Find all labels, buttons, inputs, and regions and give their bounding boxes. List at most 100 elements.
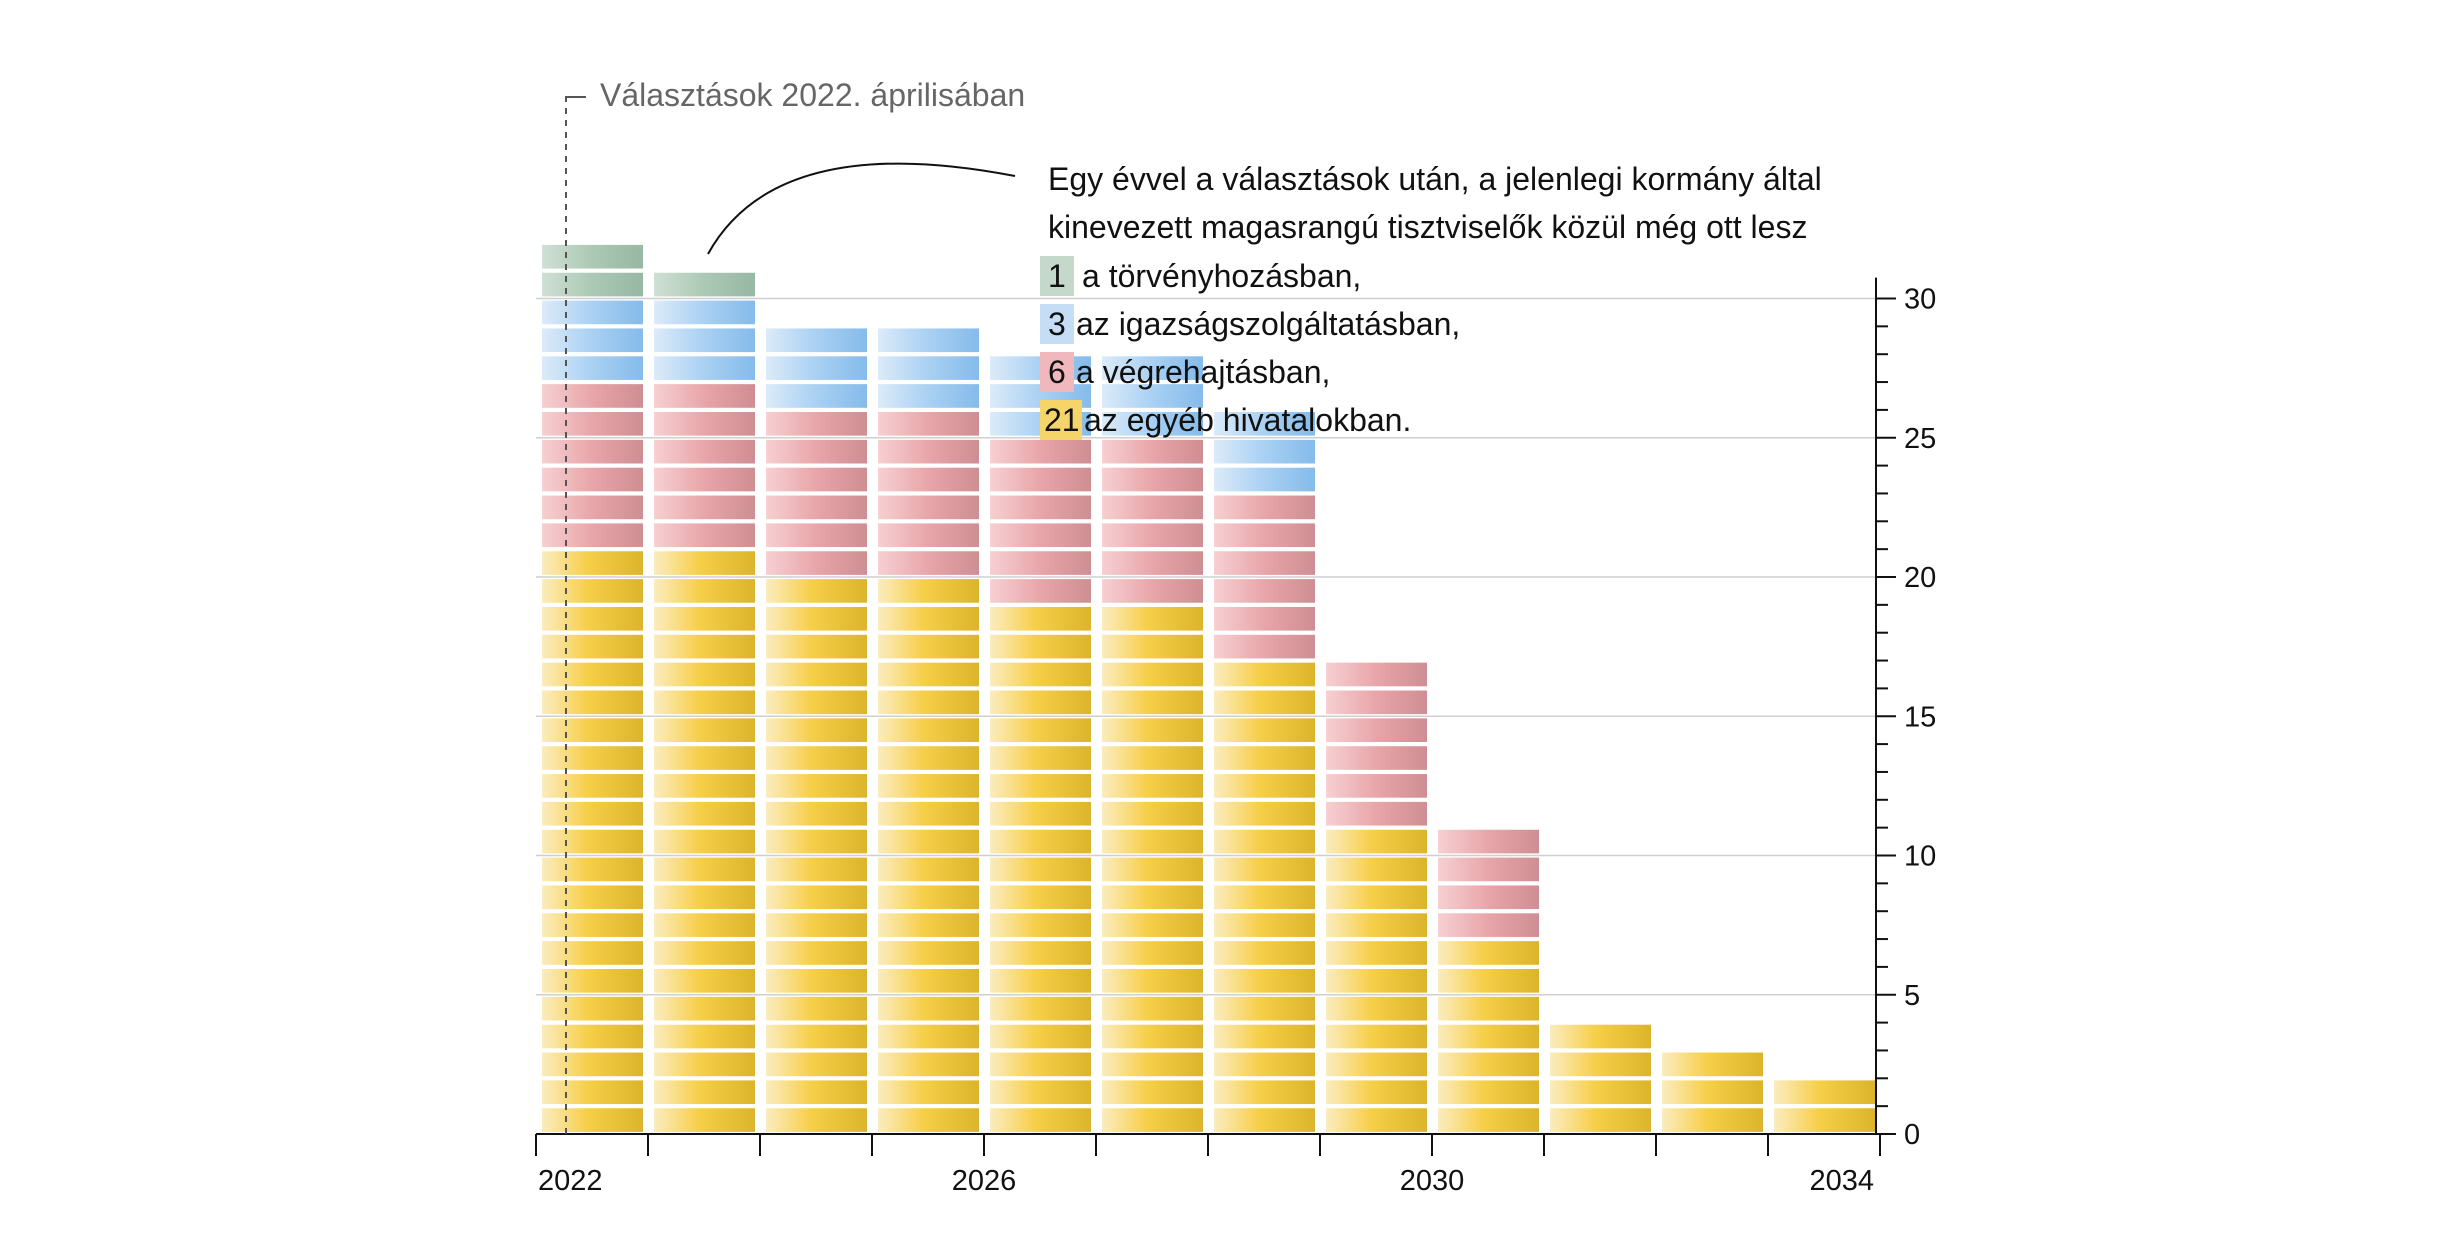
bar-segment-egyeb-2023 bbox=[654, 996, 755, 1021]
bar-segment-egyeb-2026 bbox=[990, 1080, 1091, 1105]
bar-segment-egyeb-2024 bbox=[766, 690, 867, 715]
bar-segment-egyeb-2026 bbox=[990, 718, 1091, 742]
bar-segment-igazsag-2025 bbox=[878, 384, 979, 408]
bar-segment-vegrehajtas-2025 bbox=[878, 551, 979, 575]
bar-segment-vegrehajtas-2026 bbox=[990, 467, 1091, 492]
bar-segment-egyeb-2024 bbox=[766, 969, 867, 993]
bar-segment-vegrehajtas-2027 bbox=[1102, 523, 1203, 548]
x-tick-label: 2030 bbox=[1400, 1165, 1465, 1197]
bar-segment-egyeb-2024 bbox=[766, 1052, 867, 1077]
bar-segment-egyeb-2023 bbox=[654, 801, 755, 826]
bar-segment-egyeb-2023 bbox=[654, 579, 755, 603]
bar-segment-egyeb-2022 bbox=[542, 1052, 643, 1077]
bar-segment-egyeb-2030 bbox=[1438, 941, 1539, 965]
bar-segment-vegrehajtas-2029 bbox=[1326, 801, 1427, 826]
bar-segment-vegrehajtas-2025 bbox=[878, 523, 979, 548]
bar-segment-egyeb-2026 bbox=[990, 1052, 1091, 1077]
bar-segment-vegrehajtas-2026 bbox=[990, 439, 1091, 464]
bar-segment-egyeb-2030 bbox=[1438, 1080, 1539, 1105]
bar-segment-egyeb-2031 bbox=[1550, 1024, 1651, 1049]
bar-segment-egyeb-2029 bbox=[1326, 941, 1427, 965]
bar-segment-vegrehajtas-2024 bbox=[766, 439, 867, 464]
bar-segment-egyeb-2030 bbox=[1438, 996, 1539, 1021]
x-tick-label: 2034 bbox=[1809, 1165, 1874, 1197]
bar-segment-egyeb-2022 bbox=[542, 746, 643, 770]
axes: 2022 2026 2030 2034 0 5 10 15 20 25 30 bbox=[535, 277, 1936, 1197]
bar-segment-egyeb-2029 bbox=[1326, 913, 1427, 937]
bar-segment-egyeb-2025 bbox=[878, 579, 979, 603]
bar-segment-egyeb-2026 bbox=[990, 941, 1091, 965]
bar-segment-egyeb-2026 bbox=[990, 885, 1091, 910]
bar-segment-egyeb-2024 bbox=[766, 1108, 867, 1132]
bar-segment-egyeb-2027 bbox=[1102, 1052, 1203, 1077]
bar-segment-egyeb-2022 bbox=[542, 718, 643, 742]
bar-segment-egyeb-2023 bbox=[654, 941, 755, 965]
bar-segment-egyeb-2027 bbox=[1102, 774, 1203, 798]
bar-segment-egyeb-2029 bbox=[1326, 857, 1427, 882]
bar-segment-egyeb-2025 bbox=[878, 885, 979, 910]
bar-segment-egyeb-2023 bbox=[654, 606, 755, 631]
bar-segment-egyeb-2026 bbox=[990, 969, 1091, 993]
x-tick-label: 2022 bbox=[538, 1165, 603, 1197]
bar-segment-egyeb-2026 bbox=[990, 746, 1091, 770]
bar-segment-egyeb-2026 bbox=[990, 774, 1091, 798]
bar-segment-egyeb-2028 bbox=[1214, 801, 1315, 826]
bar-segment-egyeb-2025 bbox=[878, 662, 979, 687]
bar-segment-egyeb-2023 bbox=[654, 662, 755, 687]
bar-segment-egyeb-2024 bbox=[766, 996, 867, 1021]
bar-segment-vegrehajtas-2023 bbox=[654, 523, 755, 548]
bar-segment-egyeb-2028 bbox=[1214, 774, 1315, 798]
legend-count-egyeb: 21 bbox=[1044, 402, 1080, 438]
bar-segment-egyeb-2026 bbox=[990, 690, 1091, 715]
y-tick-label: 10 bbox=[1904, 841, 1936, 873]
bar-segment-egyeb-2025 bbox=[878, 718, 979, 742]
bar-segment-vegrehajtas-2025 bbox=[878, 412, 979, 436]
bar-segment-egyeb-2027 bbox=[1102, 634, 1203, 659]
bar-segment-igazsag-2027 bbox=[1102, 356, 1203, 380]
bar-segment-egyeb-2022 bbox=[542, 1080, 643, 1105]
bar-segment-egyeb-2026 bbox=[990, 634, 1091, 659]
bar-segment-egyeb-2024 bbox=[766, 1024, 867, 1049]
bar-segment-vegrehajtas-2029 bbox=[1326, 718, 1427, 742]
bar-segment-egyeb-2024 bbox=[766, 829, 867, 854]
legend-swatch-vegrehajtas bbox=[1040, 352, 1074, 392]
y-tick-label: 20 bbox=[1904, 562, 1936, 594]
legend-swatch-torveny bbox=[1040, 256, 1074, 296]
legend-item-igazsag: 3 az igazságszolgáltatásban, bbox=[1040, 304, 1460, 344]
bar-segment-egyeb-2022 bbox=[542, 1108, 643, 1132]
legend-count-igazsag: 3 bbox=[1048, 306, 1066, 342]
bar-segment-egyeb-2027 bbox=[1102, 829, 1203, 854]
bar-segment-egyeb-2026 bbox=[990, 829, 1091, 854]
bar-segment-egyeb-2023 bbox=[654, 1052, 755, 1077]
bar-segment-egyeb-2022 bbox=[542, 551, 643, 575]
bar-segment-egyeb-2022 bbox=[542, 774, 643, 798]
bar-segment-egyeb-2027 bbox=[1102, 606, 1203, 631]
bar-segment-egyeb-2025 bbox=[878, 746, 979, 770]
bar-segment-egyeb-2022 bbox=[542, 913, 643, 937]
bar-segment-egyeb-2023 bbox=[654, 1108, 755, 1132]
bar-segment-igazsag-2028 bbox=[1214, 439, 1315, 464]
bar-segment-egyeb-2026 bbox=[990, 801, 1091, 826]
bar-segment-egyeb-2024 bbox=[766, 746, 867, 770]
bar-segment-vegrehajtas-2025 bbox=[878, 439, 979, 464]
legend-count-torveny: 1 bbox=[1048, 258, 1066, 294]
bar-segment-vegrehajtas-2022 bbox=[542, 412, 643, 436]
bar-segment-egyeb-2027 bbox=[1102, 885, 1203, 910]
bar-segment-vegrehajtas-2028 bbox=[1214, 606, 1315, 631]
bar-segment-egyeb-2031 bbox=[1550, 1108, 1651, 1132]
bar-segment-egyeb-2023 bbox=[654, 718, 755, 742]
bar-segment-egyeb-2026 bbox=[990, 1024, 1091, 1049]
bar-segment-vegrehajtas-2028 bbox=[1214, 523, 1315, 548]
bar-segment-egyeb-2027 bbox=[1102, 1080, 1203, 1105]
bar-segment-egyeb-2027 bbox=[1102, 801, 1203, 826]
bar-segment-egyeb-2023 bbox=[654, 551, 755, 575]
bar-segment-egyeb-2025 bbox=[878, 1024, 979, 1049]
bar-segment-egyeb-2029 bbox=[1326, 829, 1427, 854]
bar-segment-vegrehajtas-2023 bbox=[654, 439, 755, 464]
bar-segment-egyeb-2023 bbox=[654, 1080, 755, 1105]
bar-segment-egyeb-2023 bbox=[654, 885, 755, 910]
bar-segment-egyeb-2025 bbox=[878, 969, 979, 993]
bar-segment-egyeb-2025 bbox=[878, 857, 979, 882]
bar-segment-vegrehajtas-2027 bbox=[1102, 495, 1203, 520]
bar-segment-egyeb-2022 bbox=[542, 579, 643, 603]
